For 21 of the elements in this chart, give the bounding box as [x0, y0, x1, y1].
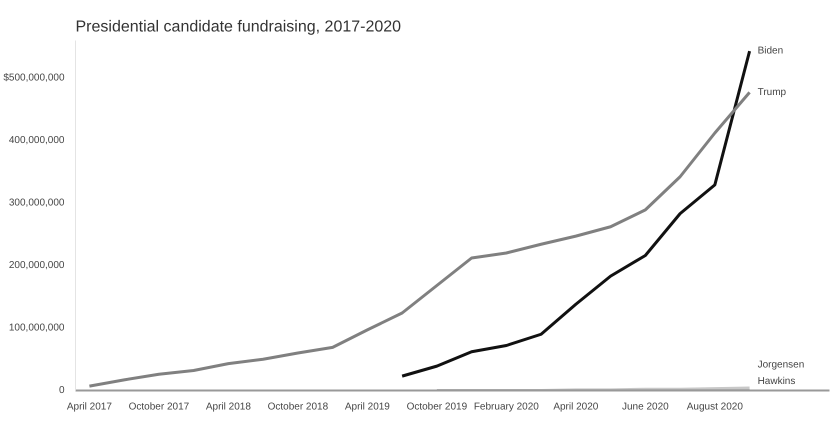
y-tick-label: 400,000,000 [8, 135, 65, 146]
y-tick-label: 0 [58, 385, 65, 396]
series-label: Trump [758, 86, 787, 98]
series-label: Biden [758, 46, 784, 57]
x-tick-label: August 2020 [686, 402, 744, 412]
x-tick-label: February 2020 [474, 402, 540, 412]
x-tick-label: October 2019 [406, 402, 468, 412]
y-tick-label: 300,000,000 [8, 198, 65, 208]
series-label: Jorgensen [758, 360, 804, 371]
x-tick-label: October 2018 [268, 402, 329, 412]
y-tick-label: 100,000,000 [8, 322, 65, 334]
x-tick-label: April 2019 [344, 402, 390, 412]
x-tick-label: April 2020 [553, 402, 599, 412]
x-tick-label: April 2017 [66, 402, 112, 412]
chart-title: Presidential candidate fundraising, 2017-2020 [76, 18, 402, 36]
y-tick-label: 200,000,000 [8, 260, 65, 271]
series-label: Hawkins [758, 376, 796, 387]
x-tick-label: October 2017 [128, 402, 190, 412]
y-tick-label: $500,000,000 [3, 72, 65, 84]
x-tick-label: April 2018 [206, 402, 252, 412]
x-tick-label: June 2020 [622, 402, 670, 412]
